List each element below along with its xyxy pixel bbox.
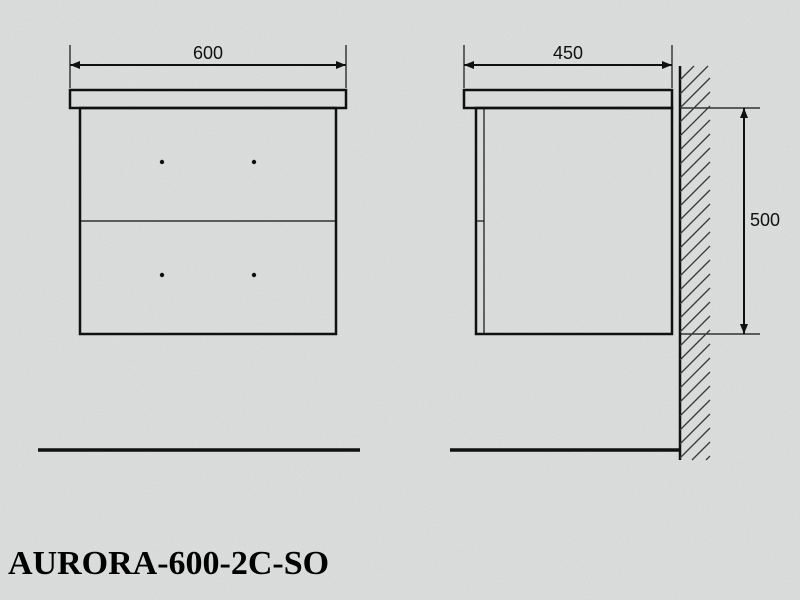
drawing-canvas: [0, 0, 800, 600]
side-depth-dim-label: 450: [538, 43, 598, 64]
side-height-dim-label: 500: [750, 210, 800, 231]
front-width-dim-label: 600: [178, 43, 238, 64]
product-model-title: AURORA-600-2C-SO: [8, 545, 329, 583]
